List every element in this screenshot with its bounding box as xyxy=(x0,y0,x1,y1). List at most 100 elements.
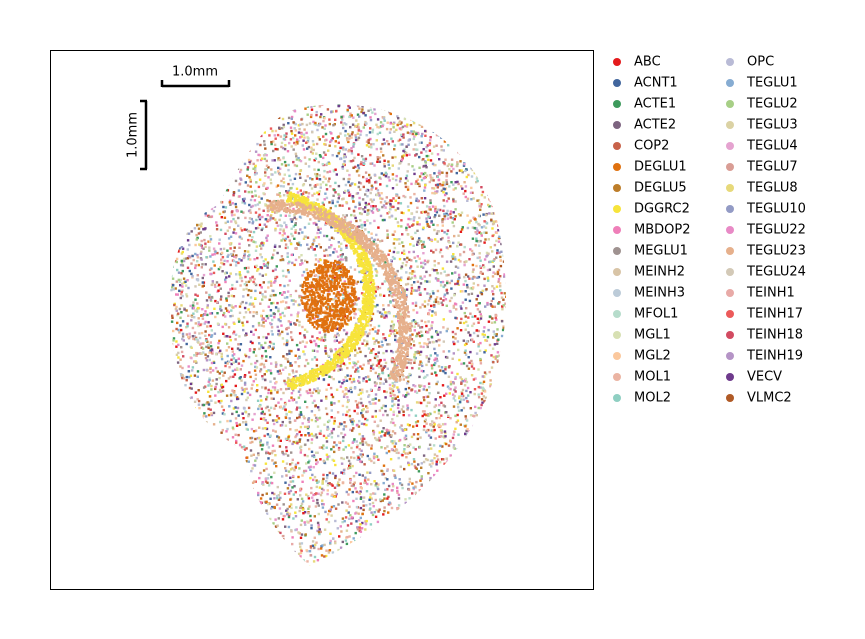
cell-point xyxy=(268,108,271,111)
cell-point xyxy=(410,276,414,279)
cell-point xyxy=(291,566,293,568)
cell-point xyxy=(173,303,176,307)
cell-point xyxy=(351,131,354,134)
cell-point xyxy=(211,518,214,521)
cell-point xyxy=(501,371,504,375)
cell-point xyxy=(483,534,486,538)
cell-point xyxy=(348,115,351,119)
cell-point xyxy=(279,284,282,287)
cell-point xyxy=(196,440,199,443)
cell-point xyxy=(181,412,184,416)
cell-point xyxy=(412,532,415,535)
cell-point xyxy=(436,354,439,357)
cell-point xyxy=(504,525,506,529)
cell-point xyxy=(493,141,496,144)
cell-point xyxy=(325,388,328,391)
cell-point xyxy=(435,120,438,124)
cell-point xyxy=(347,444,351,447)
cell-point xyxy=(360,437,363,441)
cell-point xyxy=(493,175,497,178)
cell-point xyxy=(202,200,205,203)
cell-point xyxy=(450,141,453,144)
cell-point xyxy=(288,174,291,178)
cell-point xyxy=(451,540,454,543)
cell-point xyxy=(453,256,457,259)
cell-point xyxy=(470,121,474,124)
cell-point xyxy=(507,284,509,286)
cell-point xyxy=(260,256,263,259)
cell-point xyxy=(431,544,434,547)
cell-point xyxy=(186,279,189,282)
cell-point xyxy=(244,181,247,184)
cell-point xyxy=(416,280,420,283)
cell-point xyxy=(363,224,366,227)
cell-point xyxy=(292,303,295,306)
cell-point xyxy=(213,283,217,287)
cell-point xyxy=(433,482,436,485)
cell-point xyxy=(410,508,413,512)
cell-point xyxy=(289,323,292,326)
cell-point xyxy=(251,383,254,387)
cell-point xyxy=(222,374,225,377)
cell-point xyxy=(465,149,469,152)
cell-point xyxy=(181,250,184,254)
cell-point xyxy=(165,511,167,513)
cell-point xyxy=(424,171,427,175)
cell-point xyxy=(479,362,483,365)
cell-point xyxy=(441,384,445,387)
cell-point xyxy=(507,174,509,176)
cell-point xyxy=(224,364,227,368)
cell-point xyxy=(223,259,226,263)
cell-point xyxy=(349,514,352,517)
cell-point xyxy=(421,414,424,418)
cell-point xyxy=(281,146,285,150)
cell-point xyxy=(235,154,238,157)
cell-point xyxy=(285,339,289,342)
cell-point xyxy=(207,563,210,566)
cell-point xyxy=(242,288,245,291)
cell-point xyxy=(173,108,176,111)
cell-point xyxy=(256,107,259,110)
cell-point xyxy=(214,148,217,151)
cell-point xyxy=(179,160,182,164)
cell-point xyxy=(207,215,211,218)
cell-point xyxy=(469,248,472,251)
cell-point xyxy=(393,332,396,336)
cell-point xyxy=(254,437,257,441)
cell-point xyxy=(409,361,413,365)
cell-point xyxy=(482,482,485,485)
cell-point xyxy=(465,389,468,393)
cell-point xyxy=(242,130,245,133)
cell-point xyxy=(389,394,392,398)
cell-point xyxy=(273,377,276,380)
cell-point xyxy=(409,346,413,350)
cell-point xyxy=(282,538,285,541)
cell-point xyxy=(274,293,277,297)
cell-point xyxy=(499,194,503,197)
cell-point xyxy=(428,238,432,241)
cell-point xyxy=(377,329,380,332)
cell-point xyxy=(193,472,196,476)
cell-point xyxy=(271,256,274,259)
cell-point xyxy=(369,388,373,391)
cell-point xyxy=(326,474,329,477)
cell-point xyxy=(435,269,438,272)
cell-point xyxy=(250,362,253,366)
cell-point xyxy=(180,142,184,145)
cell-point xyxy=(365,203,368,206)
cell-point xyxy=(286,454,290,457)
cell-point xyxy=(475,511,479,515)
cell-point xyxy=(211,352,214,355)
cell-point xyxy=(486,491,490,494)
cell-point xyxy=(457,234,460,237)
cell-point xyxy=(325,453,329,456)
cell-point xyxy=(252,538,255,542)
cell-point xyxy=(429,480,432,483)
cell-point xyxy=(231,469,234,472)
cell-point xyxy=(237,320,241,323)
cell-point xyxy=(464,120,467,123)
cell-point xyxy=(413,192,416,196)
cell-point xyxy=(192,197,195,200)
cell-point xyxy=(249,554,252,558)
